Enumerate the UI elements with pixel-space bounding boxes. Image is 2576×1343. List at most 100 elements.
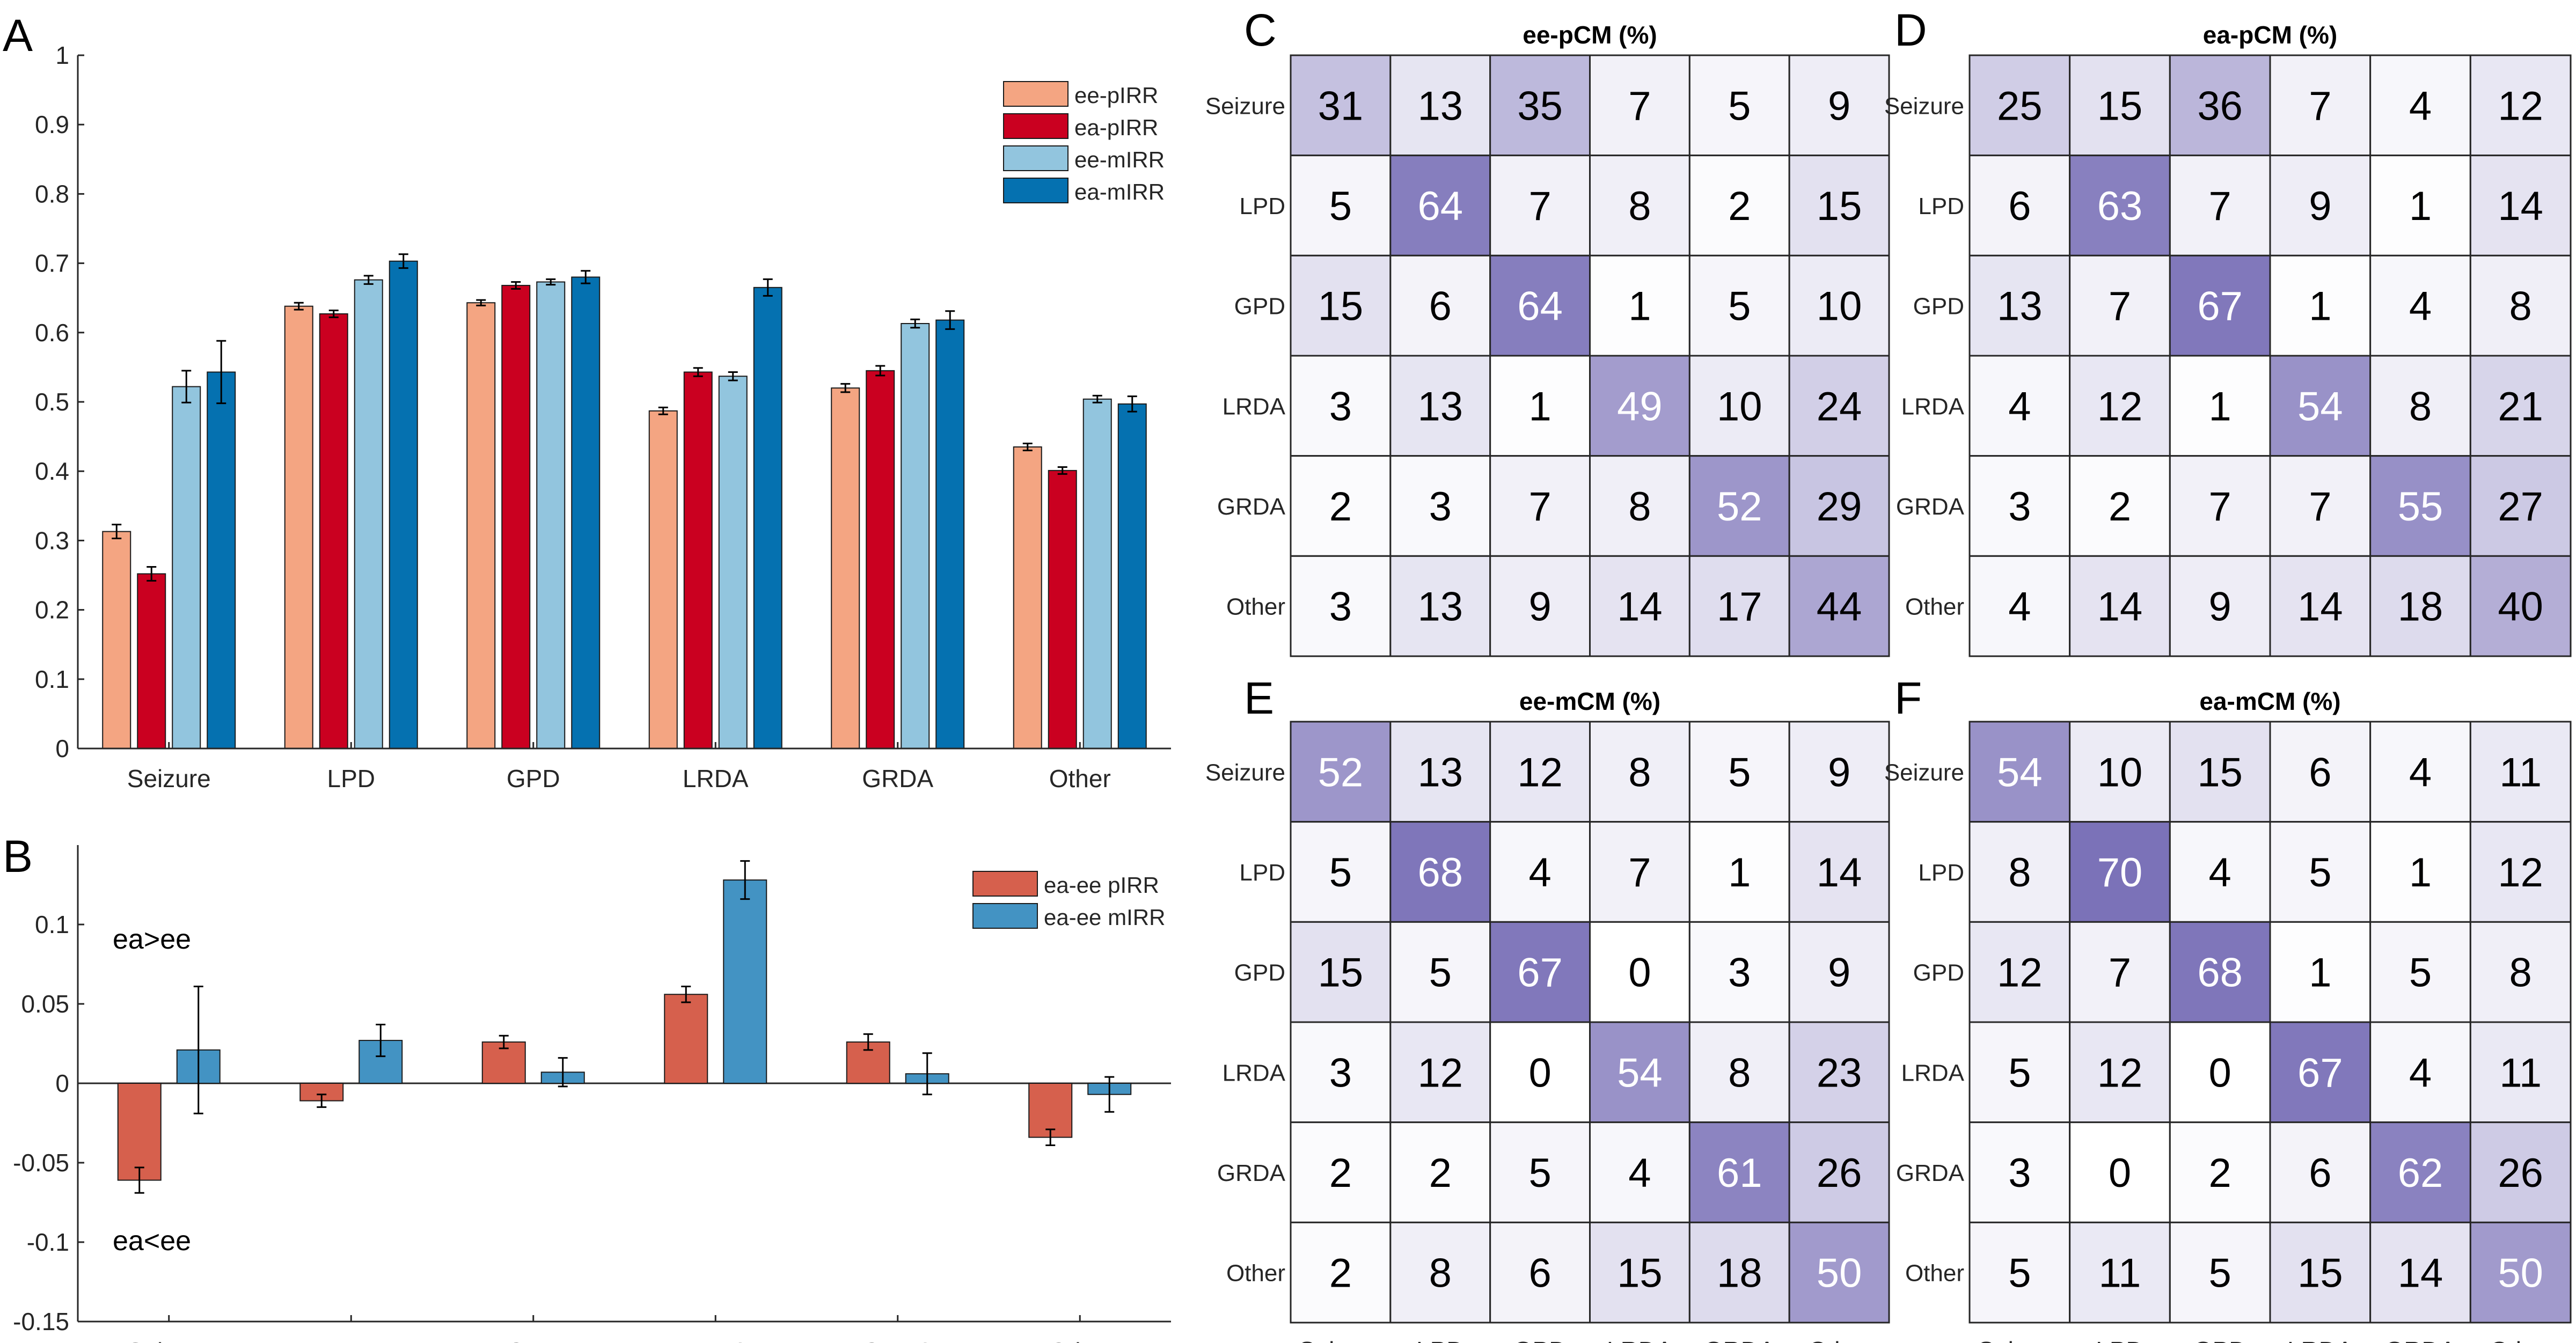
x-tick-label: Other	[1049, 765, 1111, 792]
heatmap-cell	[2469, 1121, 2572, 1223]
row-label: LRDA	[1901, 1060, 1965, 1086]
cell-value: 3	[1429, 484, 1452, 530]
heatmap-cell	[1389, 921, 1491, 1023]
heatmap-cell	[1589, 1221, 1690, 1324]
bar	[723, 879, 767, 1084]
panel-a-irr-bar-chart: 0 0.1 0.2 0.3 0.4 0.5 0.6 0.7 0.8 0.9 1 Seizure LPD G…	[35, 41, 1176, 792]
row-label: GPD	[1913, 960, 1964, 986]
heatmap-cell	[1489, 721, 1591, 823]
heatmap-cell	[1589, 1021, 1690, 1124]
cell-value: 5	[2008, 1251, 2031, 1296]
y-tick-label: -0.15	[13, 1308, 69, 1335]
heatmap-cell	[1489, 1021, 1591, 1124]
cell-value: 12	[2097, 1050, 2143, 1096]
cell-value: 11	[2499, 1050, 2542, 1096]
heatmap-cell	[1389, 254, 1491, 357]
heatmap-cell	[1968, 54, 2071, 157]
heatmap-cell	[2069, 821, 2171, 923]
cell-value: 5	[1728, 83, 1751, 129]
heatmap-cell	[1788, 1221, 1890, 1324]
x-tick-label: Seizure	[127, 1338, 211, 1343]
heatmap-cell	[2169, 721, 2271, 823]
x-tick-label: Seizure	[127, 765, 211, 792]
cell-value: 15	[1817, 184, 1862, 229]
cell-value: 24	[1817, 384, 1862, 429]
cell-value: 7	[2309, 484, 2331, 530]
cell-value: 4	[2008, 584, 2031, 630]
cell-value: 8	[2409, 384, 2432, 429]
cell-value: 2	[1329, 484, 1352, 530]
heatmap-cell	[1290, 254, 1392, 357]
row-label: LPD	[1239, 860, 1285, 886]
cell-value: 13	[1417, 83, 1463, 129]
heatmap-cell	[1389, 1021, 1491, 1124]
cell-value: 67	[1517, 950, 1563, 996]
cell-value: 2	[1728, 184, 1751, 229]
row-label: Other	[1226, 594, 1285, 620]
cell-value: 4	[2409, 1050, 2432, 1096]
cell-value: 7	[2109, 284, 2131, 329]
cell-value: 18	[2398, 584, 2443, 630]
y-tick-label: 0.4	[35, 457, 69, 485]
y-tick-label: 0.1	[35, 911, 69, 938]
heatmap-cell	[1968, 821, 2071, 923]
cell-value: 44	[1817, 584, 1862, 630]
cell-value: 61	[1717, 1150, 1762, 1196]
heatmap-cell	[1589, 455, 1690, 557]
heatmap-cell	[2369, 254, 2471, 357]
annotation-ea-greater: ea>ee	[113, 924, 191, 955]
x-tick-label: LPD	[327, 1338, 375, 1343]
col-label: Seizure	[1299, 1337, 1382, 1343]
heatmap-cell	[1290, 821, 1392, 923]
heatmap-cell	[2269, 1121, 2372, 1223]
panel-letter-b: B	[3, 831, 33, 882]
cell-value: 8	[2008, 850, 2031, 896]
heatmap-cell	[1589, 355, 1690, 457]
cell-value: 3	[2008, 484, 2031, 530]
heatmap-cell	[2469, 355, 2572, 457]
heatmap-cell	[1788, 155, 1890, 256]
cell-value: 29	[1817, 484, 1862, 530]
heatmap-cell	[2369, 721, 2471, 823]
panel-b-difference-bar-chart: -0.15 -0.1 -0.05 0 0.05 0.1 Seizure LPD GPD LRDA G…	[13, 845, 1173, 1343]
cell-value: 70	[2097, 850, 2143, 896]
row-label: Other	[1905, 1260, 1964, 1287]
cell-value: 5	[1429, 950, 1452, 996]
heatmap-cell	[2169, 1121, 2271, 1223]
heatmap-cell	[2169, 254, 2271, 357]
cell-value: 0	[2109, 1150, 2131, 1196]
cell-value: 4	[2409, 284, 2432, 329]
heatmap-cell	[1688, 1021, 1790, 1124]
cell-value: 1	[1728, 850, 1751, 896]
cell-value: 12	[1997, 950, 2043, 996]
cell-value: 7	[2209, 184, 2231, 229]
bar	[753, 287, 782, 749]
cell-value: 15	[1617, 1251, 1663, 1296]
heatmap-cell	[2469, 254, 2572, 357]
cell-value: 8	[1628, 750, 1651, 795]
cell-value: 12	[2097, 384, 2143, 429]
col-label: LRDA	[1607, 1337, 1673, 1343]
y-tick-label: 0	[55, 735, 69, 762]
bar	[683, 371, 713, 749]
heatmap-cell	[1968, 155, 2071, 256]
row-label: LRDA	[1223, 1060, 1286, 1086]
cell-value: 9	[1828, 83, 1850, 129]
heatmap-title: ea-pCM (%)	[2203, 21, 2337, 49]
cell-value: 7	[2209, 484, 2231, 530]
heatmap-cell	[2369, 1221, 2471, 1324]
bar	[1117, 403, 1147, 749]
bar	[831, 387, 860, 749]
heatmap-cell	[1788, 254, 1890, 357]
bar	[354, 279, 383, 749]
bar	[664, 994, 708, 1084]
heatmap-cell	[2269, 155, 2372, 256]
cell-value: 64	[1517, 284, 1563, 329]
row-label: LPD	[1918, 860, 1964, 886]
cell-value: 9	[1828, 750, 1850, 795]
row-label: LRDA	[1901, 393, 1965, 420]
heatmap-cell	[1489, 921, 1591, 1023]
y-tick-label: 0.6	[35, 319, 69, 347]
panel-letter-f: F	[1894, 673, 1922, 723]
